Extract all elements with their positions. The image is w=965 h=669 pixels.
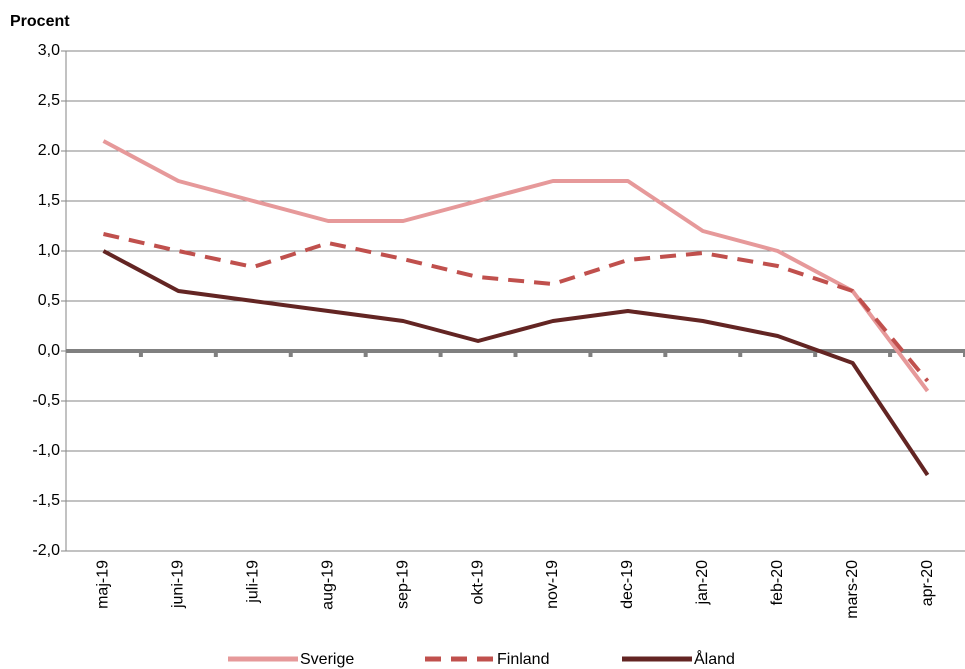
x-tick-label: maj-19 [95, 560, 112, 609]
y-tick-label: 1,5 [38, 192, 60, 209]
legend-label: Finland [497, 651, 549, 668]
x-tick-label: nov-19 [544, 560, 561, 609]
series-line [102, 249, 930, 477]
x-tick-label: jan-20 [694, 560, 711, 606]
legend-label: Åland [694, 649, 735, 668]
x-tick-label: feb-20 [769, 560, 786, 605]
x-tick-label: okt-19 [469, 560, 486, 605]
x-tick-label: dec-19 [619, 560, 636, 609]
x-tick-label: juni-19 [170, 560, 187, 609]
y-tick-label: 0,5 [38, 292, 60, 309]
series-line [103, 232, 930, 383]
x-tick-label: aug-19 [319, 560, 336, 610]
x-tick-label: juli-19 [245, 560, 262, 604]
y-tick-label: -1,0 [32, 442, 60, 459]
y-tick-label: 3,0 [38, 42, 60, 59]
y-tick-label: -2,0 [32, 542, 60, 559]
x-tick-label: apr-20 [919, 560, 936, 606]
y-axis-title: Procent [10, 13, 70, 30]
y-tick-label: 0,0 [38, 342, 60, 359]
series-line [102, 139, 930, 393]
y-tick-label: 1,0 [38, 242, 60, 259]
x-tick-label: mars-20 [844, 560, 861, 619]
y-tick-label: -0,5 [32, 392, 60, 409]
x-tick-label: sep-19 [394, 560, 411, 609]
y-tick-label: 2,5 [38, 92, 60, 109]
y-tick-label: -1,5 [32, 492, 60, 509]
legend-label: Sverige [300, 651, 354, 668]
y-tick-label: 2.0 [38, 142, 60, 159]
